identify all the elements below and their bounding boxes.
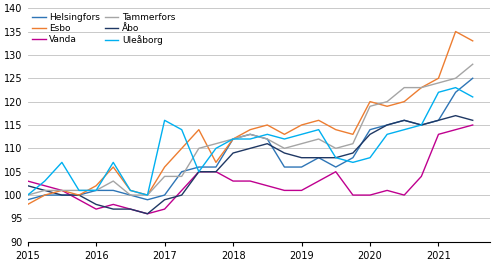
- Legend: Helsingfors, Esbo, Vanda, Tammerfors, Åbo, Uleåborg: Helsingfors, Esbo, Vanda, Tammerfors, Åb…: [30, 11, 177, 47]
